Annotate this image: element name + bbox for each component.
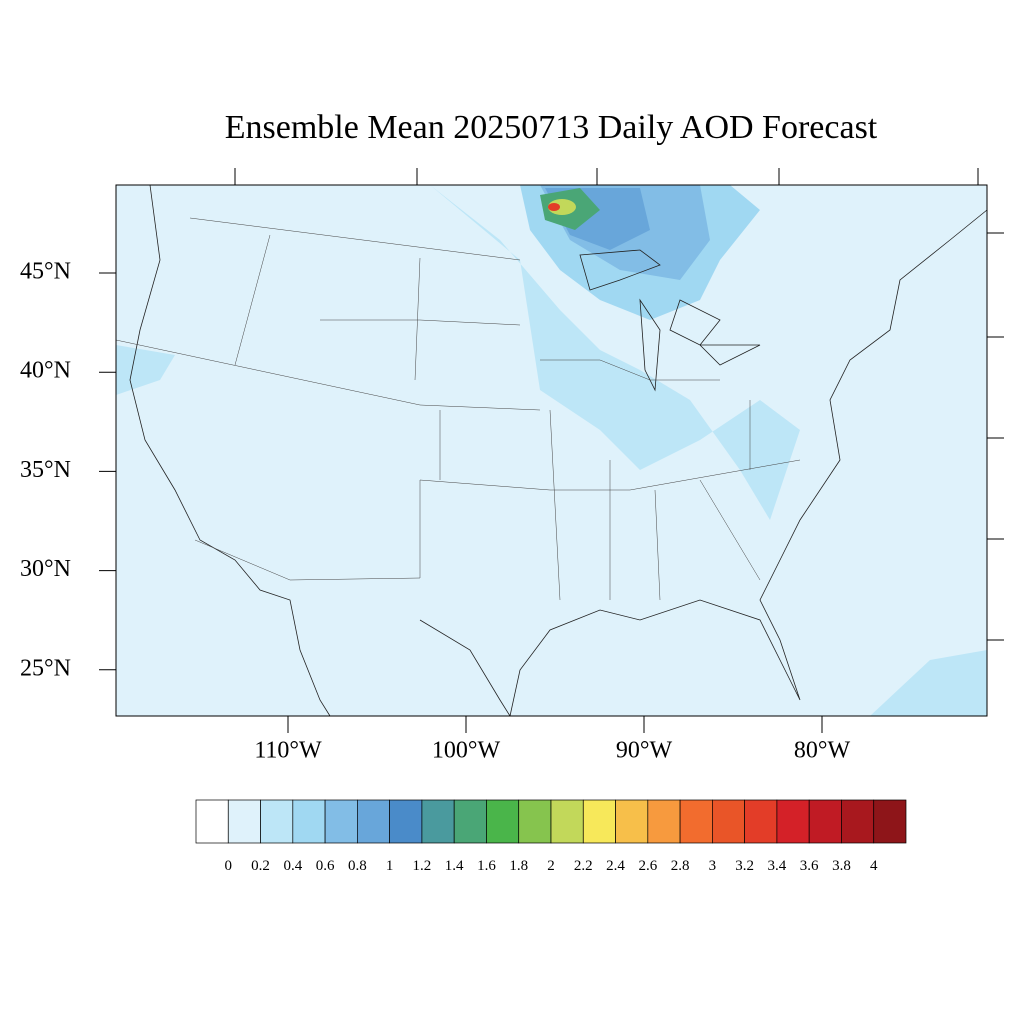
lat-label: 30°N: [20, 556, 71, 582]
frame-ticks: [234, 168, 1004, 641]
colorbar-box: [357, 799, 390, 844]
colorbar-label: 3.6: [800, 858, 819, 874]
colorbar-label: 1.2: [413, 858, 432, 874]
map-frame: [115, 184, 988, 717]
colorbar-label: 3.4: [768, 858, 787, 874]
colorbar-label: 2.4: [606, 858, 625, 874]
colorbar-label: 0.4: [283, 858, 302, 874]
colorbar-box: [195, 799, 229, 844]
great-lakes: [579, 249, 761, 392]
colorbar-box: [292, 799, 326, 844]
lon-label: 100°W: [432, 738, 501, 764]
lat-label: 35°N: [20, 457, 71, 483]
colorbar-box: [841, 799, 875, 844]
colorbar-box: [550, 799, 584, 844]
lat-label: 45°N: [20, 259, 71, 285]
colorbar-label: 0.8: [348, 858, 367, 874]
colorbar-box: [227, 799, 261, 844]
colorbar-box: [615, 799, 649, 844]
aod-region: [430, 185, 800, 520]
aod-region: [870, 650, 987, 716]
colorbar-box: [744, 799, 778, 844]
colorbar-box: [518, 799, 552, 844]
colorbar-box: [389, 799, 423, 844]
colorbar-label: 0.6: [316, 858, 335, 874]
lon-label: 90°W: [616, 738, 673, 764]
colorbar-label: 1.6: [477, 858, 496, 874]
lat-label: 40°N: [20, 358, 71, 384]
colorbar-box: [582, 799, 616, 844]
colorbar-box: [486, 799, 520, 844]
colorbar-label: 3.8: [832, 858, 851, 874]
colorbar-box: [808, 799, 842, 844]
colorbar-box: [712, 799, 745, 844]
colorbar-label: 2.8: [671, 858, 690, 874]
coastline: [419, 209, 988, 717]
colorbar-box: [324, 799, 358, 844]
colorbar-label: 1.4: [445, 858, 464, 874]
colorbar-label: 2.2: [574, 858, 593, 874]
title: Ensemble Mean 20250713 Daily AOD Forecas…: [225, 109, 878, 146]
colorbar-label: 3: [709, 858, 717, 874]
colorbar-label: 0: [225, 858, 233, 874]
state-borders: [115, 217, 801, 601]
colorbar-box: [679, 799, 713, 844]
colorbar-label: 0.2: [251, 858, 270, 874]
lat-label: 25°N: [20, 655, 71, 681]
colorbar-box: [647, 799, 681, 844]
colorbar-box: [776, 799, 810, 844]
colorbar-box: [421, 799, 455, 844]
colorbar-label: 3.2: [735, 858, 754, 874]
aod-region: [548, 199, 576, 215]
colorbar-box: [873, 799, 907, 844]
coastline: [129, 184, 331, 717]
aod-region: [548, 203, 560, 211]
map-background: [116, 185, 987, 716]
map-area: [115, 168, 1004, 717]
colorbar-label: 2.6: [638, 858, 657, 874]
colorbar-label: 1: [386, 858, 394, 874]
colorbar-label: 4: [870, 858, 878, 874]
colorbar-box: [453, 799, 487, 844]
lon-label: 110°W: [254, 738, 322, 764]
colorbar-box: [260, 799, 294, 844]
colorbar: 0 0.2 0.4 0.6 0.8 1 1.2 1.4 1.6 1.8 2 2.2 2.4 2.6 2.8 3…: [195, 799, 907, 874]
axis-labels: 45°N 40°N 35°N 30°N 25°N 110°W 100°W 90°W 80°W: [20, 259, 850, 764]
lon-label: 80°W: [794, 738, 851, 764]
colorbar-label: 1.8: [509, 858, 528, 874]
colorbar-label: 2: [547, 858, 555, 874]
